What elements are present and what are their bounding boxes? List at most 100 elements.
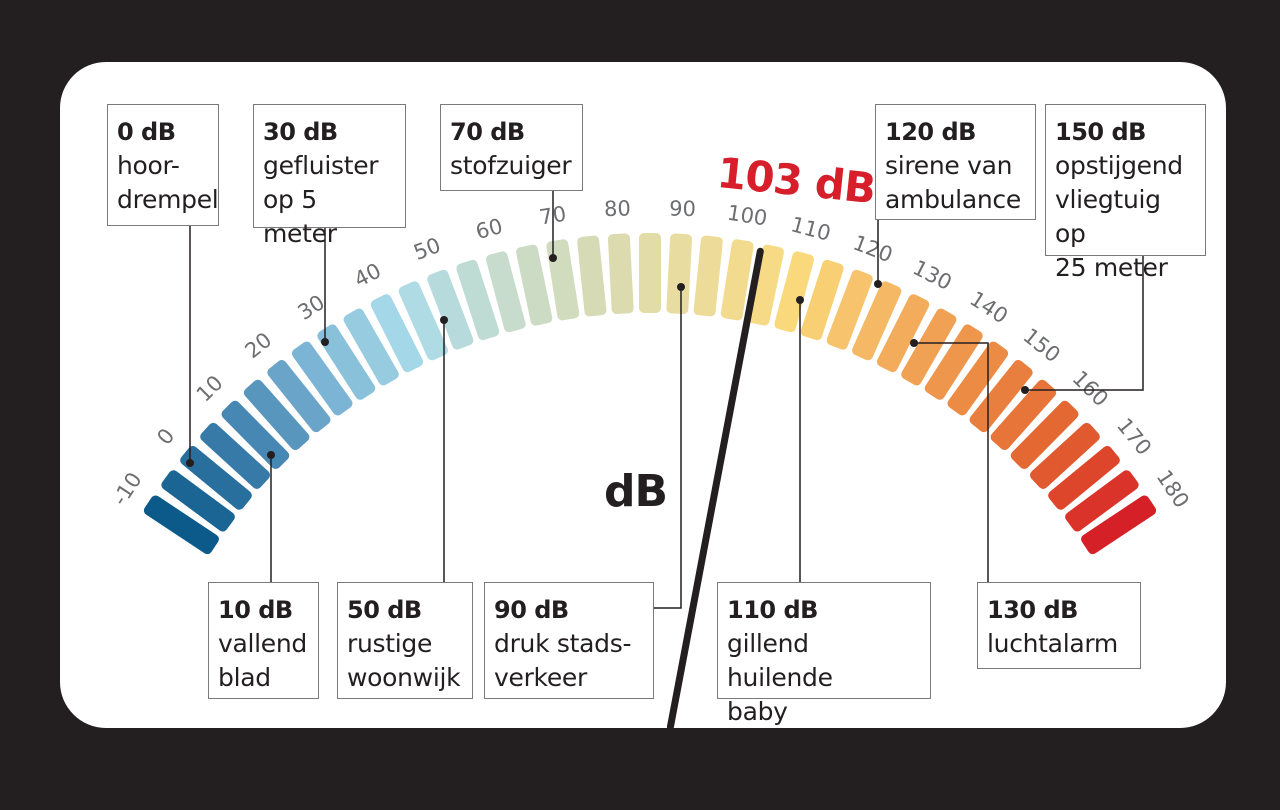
tick-label: 10 — [192, 371, 228, 407]
annotation-110db: 110 dB gillend huilende baby — [717, 582, 931, 726]
gauge-segment — [826, 269, 873, 350]
gauge-segment — [901, 308, 957, 386]
annotation-value: 30 dB — [263, 118, 338, 146]
gauge-segment — [1065, 470, 1139, 532]
marker-dot-150db — [1021, 386, 1029, 394]
gauge-segment — [577, 235, 607, 317]
annotation-value: 90 dB — [494, 596, 569, 624]
tick-label: 180 — [1152, 466, 1194, 513]
gauge-segment — [486, 251, 526, 333]
gauge-segment — [243, 379, 310, 451]
annotation-30db: 30 dB gefluister op 5 meter — [253, 104, 406, 248]
annotation-value: 70 dB — [450, 118, 525, 146]
marker-dot-90db — [677, 283, 685, 291]
tick-label: 140 — [965, 287, 1012, 329]
tick-label: 0 — [152, 424, 179, 450]
marker-dot-130db — [910, 339, 918, 347]
tick-label: 110 — [788, 212, 833, 246]
annotation-desc: sirene van ambulance — [885, 151, 1021, 214]
marker-dot-110db — [796, 296, 804, 304]
annotation-90db: 90 dB druk stads- verkeer — [484, 582, 654, 699]
marker-dot-120db — [874, 280, 882, 288]
gauge-segment — [370, 294, 424, 373]
tick-label: 60 — [473, 214, 505, 244]
marker-dot-30db — [321, 338, 329, 346]
annotation-0db: 0 dB hoor- drempel — [107, 104, 219, 226]
gauge-segment — [747, 244, 784, 326]
gauge-segment — [800, 259, 844, 341]
annotation-value: 0 dB — [117, 118, 176, 146]
gauge-segment — [180, 446, 252, 510]
gauge-segment — [1048, 446, 1120, 510]
gauge-segment — [607, 233, 634, 315]
gauge-segment — [1081, 495, 1157, 555]
annotation-connectors — [189, 191, 1144, 609]
gauge-segment — [969, 360, 1033, 433]
tick-label: 80 — [604, 196, 631, 221]
marker-dot-50db — [440, 316, 448, 324]
tick-label: 90 — [669, 196, 696, 221]
annotation-value: 110 dB — [727, 596, 818, 624]
marker-dot-0db — [186, 459, 194, 467]
gauge-segment — [990, 379, 1057, 451]
annotation-150db: 150 dB opstijgend vliegtuig op 25 meter — [1045, 104, 1206, 282]
gauge-segment — [666, 233, 693, 315]
gauge-segment — [398, 281, 448, 361]
annotation-desc: gefluister op 5 meter — [263, 151, 379, 248]
gauge-needle — [666, 247, 764, 731]
annotation-50db: 50 dB rustige woonwijk — [337, 582, 473, 699]
annotation-value: 50 dB — [347, 596, 422, 624]
tick-label: 50 — [410, 233, 444, 265]
annotation-value: 150 dB — [1055, 118, 1146, 146]
gauge-segment — [1030, 422, 1100, 489]
gauge-segment — [143, 495, 219, 555]
annotation-70db: 70 dB stofzuiger — [440, 104, 583, 191]
annotation-desc: hoor- drempel — [117, 151, 219, 214]
gauge-segment — [720, 239, 754, 321]
gauge-segment — [639, 233, 661, 313]
annotation-desc: stofzuiger — [450, 151, 572, 180]
gauge-segment — [516, 244, 553, 326]
gauge-segment — [1010, 400, 1079, 470]
tick-label: 160 — [1068, 366, 1113, 411]
gauge-segment — [852, 281, 902, 361]
annotation-value: 120 dB — [885, 118, 976, 146]
marker-dot-70db — [549, 254, 557, 262]
gauge-segment — [267, 360, 331, 433]
gauge-segment — [161, 470, 235, 532]
annotation-desc: vallend blad — [218, 629, 308, 692]
gauge-segment — [317, 324, 376, 400]
gauge-segments — [143, 233, 1157, 555]
tick-label: 40 — [350, 258, 385, 291]
gauge-segment — [693, 235, 723, 317]
gauge-segment — [546, 239, 580, 321]
gauge-segment — [876, 294, 930, 373]
gauge-segment — [456, 259, 500, 341]
tick-label: 30 — [293, 290, 328, 325]
annotation-desc: opstijgend vliegtuig op 25 meter — [1055, 151, 1183, 282]
annotation-value: 10 dB — [218, 596, 293, 624]
gauge-segment — [427, 269, 474, 350]
tick-label: 170 — [1112, 414, 1156, 460]
gauge-segment — [291, 341, 353, 416]
tick-label: 20 — [240, 328, 276, 363]
gauge-segment — [947, 341, 1009, 416]
annotation-10db: 10 dB vallend blad — [208, 582, 319, 699]
tick-label: -10 — [108, 468, 147, 510]
annotation-desc: rustige woonwijk — [347, 629, 461, 692]
annotation-120db: 120 dB sirene van ambulance — [875, 104, 1036, 220]
annotation-130db: 130 dB luchtalarm — [977, 582, 1141, 669]
tick-label: 120 — [850, 231, 896, 268]
marker-dot-10db — [267, 451, 275, 459]
annotation-desc: luchtalarm — [987, 629, 1118, 658]
unit-label: dB — [604, 466, 668, 517]
annotation-value: 130 dB — [987, 596, 1078, 624]
tick-label: 100 — [726, 201, 769, 231]
tick-label: 150 — [1018, 324, 1064, 368]
gauge-segment — [200, 422, 270, 489]
gauge-segment — [774, 251, 814, 333]
annotation-desc: druk stads- verkeer — [494, 629, 632, 692]
gauge-segment — [343, 308, 399, 386]
tick-label: 130 — [909, 255, 956, 294]
